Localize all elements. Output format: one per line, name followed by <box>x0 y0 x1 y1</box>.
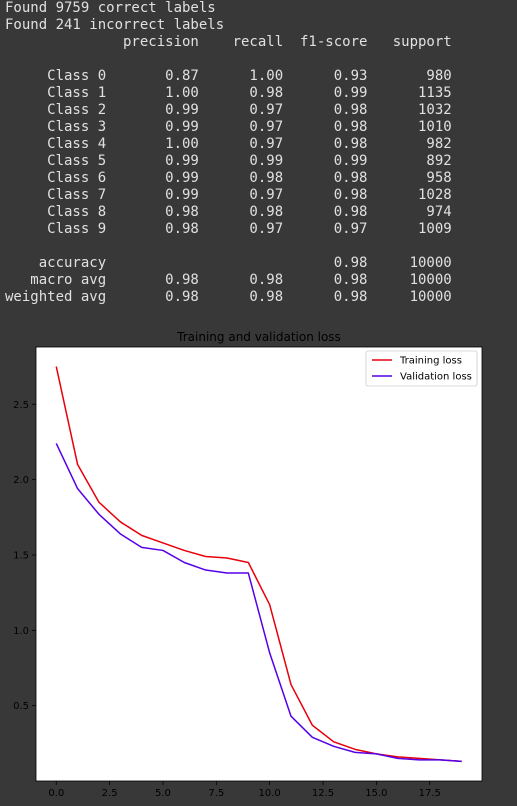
x-tick-label: 15.0 <box>365 788 387 799</box>
validation-loss-line <box>55 443 462 763</box>
y-tick-label: 1.5 <box>13 550 29 561</box>
x-tick-label: 12.5 <box>312 788 334 799</box>
y-tick-label: 2.0 <box>13 475 29 486</box>
legend-label-validation: Validation loss <box>400 372 472 383</box>
y-tick-label: 1.0 <box>13 626 29 637</box>
x-tick-label: 5.0 <box>155 788 171 799</box>
y-tick-label: 2.5 <box>13 400 29 411</box>
x-tick-label: 0.0 <box>48 788 64 799</box>
y-axis: 0.5 1.0 1.5 2.0 2.5 <box>13 400 36 712</box>
legend-label-training: Training loss <box>399 356 462 367</box>
classification-report-text: Found 9759 correct labels Found 241 inco… <box>5 0 452 305</box>
x-tick-label: 7.5 <box>208 788 224 799</box>
chart-title: Training and validation loss <box>176 330 341 344</box>
y-tick-label: 0.5 <box>13 701 29 712</box>
x-tick-label: 2.5 <box>102 788 118 799</box>
x-tick-label: 17.5 <box>419 788 441 799</box>
legend-box <box>365 350 478 387</box>
series-lines <box>55 366 462 763</box>
legend: Training loss Validation loss <box>365 350 478 387</box>
x-axis: 0.0 2.5 5.0 7.5 10.0 12.5 15.0 17.5 <box>48 781 441 799</box>
training-loss-line <box>55 366 462 763</box>
plot-area <box>35 346 483 782</box>
x-tick-label: 10.0 <box>259 788 281 799</box>
